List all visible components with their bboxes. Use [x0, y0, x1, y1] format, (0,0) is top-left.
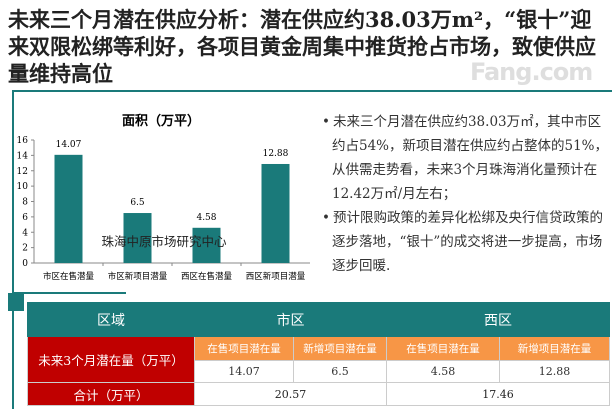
- y-tick-label: 12: [17, 167, 28, 177]
- total-cell: 20.57: [194, 382, 387, 406]
- total-cell: 17.46: [386, 382, 610, 406]
- table-cell: 12.88: [499, 360, 610, 383]
- bullet-item: 未来三个月潜在供应约38.03万㎡，其中市区约占54%，新项目潜在供应约占整体的…: [322, 110, 610, 206]
- x-tick-label: 市区在售潜量: [43, 271, 95, 282]
- bar-value-label: 14.07: [56, 140, 82, 150]
- header-region: 区域: [27, 302, 195, 337]
- y-tick-label: 0: [22, 259, 28, 269]
- bullet-item: 预计限购政策的差异化松绑及央行信贷政策的逐步落地，“银十”的成交将进一步提高，市…: [322, 206, 610, 278]
- table-cell: 6.5: [293, 360, 387, 383]
- frame-divider: [12, 90, 612, 92]
- subheader: 新增项目潜在量: [499, 336, 610, 361]
- watermark-logo: Fang.com: [470, 58, 593, 86]
- decorative-square: [8, 293, 24, 311]
- bar: [261, 163, 290, 263]
- x-tick-label: 市区新项目潜量: [108, 271, 168, 282]
- bar: [123, 213, 152, 263]
- bar: [54, 154, 83, 263]
- table-header-row: 区域 市区 西区: [27, 302, 610, 337]
- y-tick-label: 8: [22, 198, 28, 208]
- y-tick-label: 6: [22, 213, 28, 223]
- bar-value-label: 12.88: [263, 149, 289, 159]
- analysis-bullets: 未来三个月潜在供应约38.03万㎡，其中市区约占54%，新项目潜在供应约占整体的…: [322, 110, 610, 278]
- x-tick-label: 西区在售潜量: [181, 271, 233, 282]
- table-subheader-row: 未来3个月潜在量（万平） 在售项目潜在量 新增项目潜在量 在售项目潜在量 新增项…: [27, 336, 610, 383]
- subheader: 新增项目潜在量: [293, 336, 387, 361]
- frame-divider: [12, 90, 14, 409]
- y-tick-label: 4: [22, 228, 28, 238]
- subheader: 在售项目潜在量: [386, 336, 500, 361]
- row-label: 未来3个月潜在量（万平）: [27, 336, 195, 383]
- bar-value-label: 6.5: [130, 198, 145, 208]
- y-tick-label: 2: [22, 244, 28, 254]
- table-total-row: 合计（万平） 20.57 17.46: [27, 382, 610, 406]
- header-city: 市区: [194, 302, 387, 337]
- header-west: 西区: [386, 302, 610, 337]
- table-cell: 4.58: [386, 360, 500, 383]
- bar-chart: 面积（万平） 0 2 4 6 8 10 12 14 16 14.07 市区在售潜量 6.5 市区新项目…: [17, 113, 310, 282]
- y-tick-label: 16: [17, 136, 29, 146]
- page-title: 未来三个月潜在供应分析：潜在供应约38.03万m²，“银十”迎来双限松绑等利好，…: [8, 7, 596, 86]
- table-cell: 14.07: [194, 360, 294, 383]
- supply-table: 区域 市区 西区 未来3个月潜在量（万平） 在售项目潜在量 新增项目潜在量 在售…: [27, 302, 610, 406]
- frame-divider: [12, 292, 126, 294]
- x-tick-label: 西区新项目潜量: [246, 271, 306, 282]
- total-label: 合计（万平）: [27, 382, 195, 406]
- chart-title: 面积（万平）: [122, 113, 200, 129]
- chart-annotation: 珠海中原市场研究中心: [101, 234, 227, 249]
- subheader: 在售项目潜在量: [194, 336, 294, 361]
- bar: [192, 227, 221, 263]
- y-tick-label: 10: [17, 182, 29, 192]
- y-tick-label: 14: [17, 151, 29, 161]
- bar-value-label: 4.58: [196, 213, 216, 223]
